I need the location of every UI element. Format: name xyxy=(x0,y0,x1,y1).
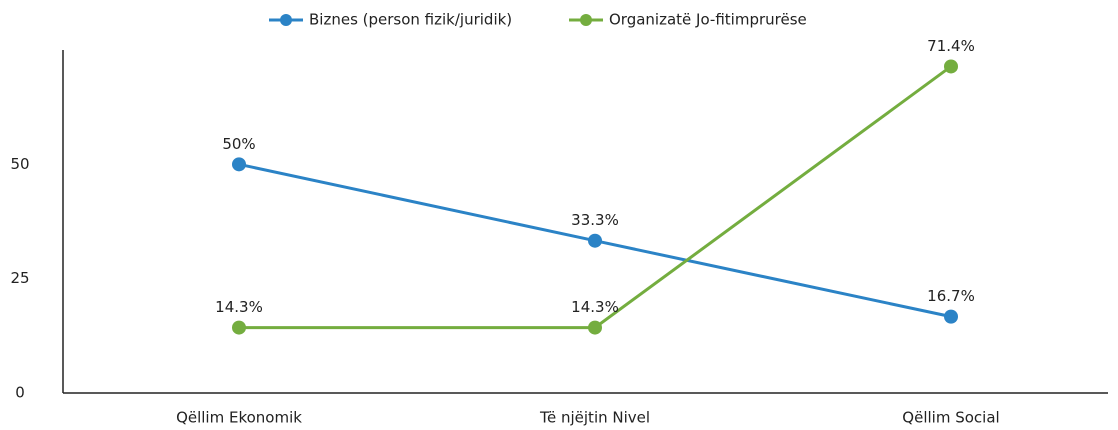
legend-marker xyxy=(280,14,292,26)
legend-label: Biznes (person fizik/juridik) xyxy=(309,11,512,29)
data-label: 16.7% xyxy=(927,287,975,305)
y-tick-label: 0 xyxy=(15,384,25,402)
point xyxy=(232,157,246,172)
data-label: 71.4% xyxy=(927,37,975,55)
point xyxy=(588,320,602,335)
series-line xyxy=(239,65,952,330)
legend-marker xyxy=(580,14,592,26)
point xyxy=(232,320,246,335)
x-tick-label: Qëllim Social xyxy=(902,409,999,427)
legend-label: Organizatë Jo-fitimprurëse xyxy=(609,11,807,29)
point xyxy=(588,233,602,248)
data-label: 14.3% xyxy=(571,298,619,316)
x-tick-label: Të njëjtin Nivel xyxy=(539,409,650,427)
data-label: 33.3% xyxy=(571,211,619,229)
x-tick-label: Qëllim Ekonomik xyxy=(176,409,302,427)
data-label: 14.3% xyxy=(215,298,263,316)
point xyxy=(944,59,958,74)
y-tick-label: 25 xyxy=(10,269,29,287)
data-label: 50% xyxy=(222,135,255,153)
y-tick-label: 50 xyxy=(10,155,29,173)
point xyxy=(944,309,958,324)
